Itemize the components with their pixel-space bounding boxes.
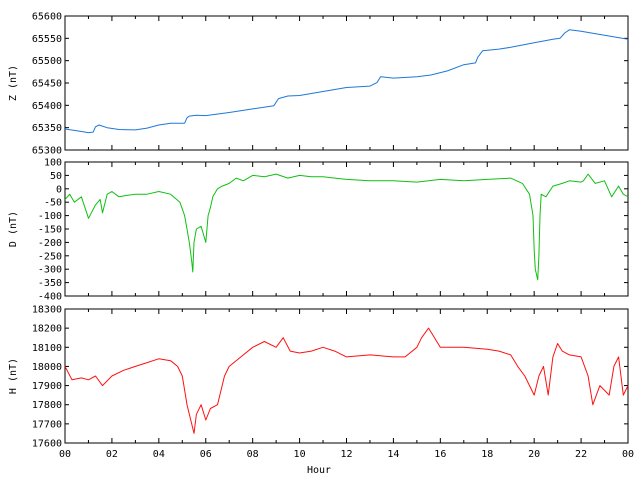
panel-d-ytick-label-9: 50 (50, 171, 62, 182)
panel-d-ytick-label-10: 100 (44, 158, 62, 169)
panel-d: -400 -350 -300 -250 -200 -150 -100 -50 0 50 100 D (… (8, 158, 629, 303)
panel-z-ytick-label-6: 65600 (32, 12, 62, 23)
panel-z-ytick-label-5: 65550 (32, 34, 62, 45)
xtick-label-6: 12 (340, 449, 352, 460)
panel-h-ytick-label-0: 17600 (32, 439, 62, 450)
xtick-label-8: 16 (434, 449, 446, 460)
xtick-label-4: 08 (247, 449, 259, 460)
panel-d-ytick-label-1: -350 (38, 278, 62, 289)
xtick-label-1: 02 (106, 449, 118, 460)
panel-z: 65300 65350 65400 65450 65500 65550 65600 Z (nT… (8, 12, 629, 157)
panel-d-ytick-label-0: -400 (38, 292, 62, 303)
panel-z-ytick-label-1: 65350 (32, 123, 62, 134)
xtick-label-2: 04 (153, 449, 165, 460)
panel-h-ytick-label-3: 17900 (32, 381, 62, 392)
panel-h-ytick-label-4: 18000 (32, 362, 62, 373)
panel-h: 17600 17700 17800 17900 18000 18100 18200 18300… (8, 305, 629, 450)
panel-d-series-line (64, 173, 629, 281)
panel-z-ytick-label-3: 65450 (32, 79, 62, 90)
xtick-label-12: 00 (622, 449, 634, 460)
panel-d-ytick-label-3: -250 (38, 251, 62, 262)
xtick-label-5: 10 (294, 449, 306, 460)
x-axis-label: Hour (307, 465, 331, 476)
panel-h-ylabel: H (nT) (8, 358, 19, 394)
chart-panels: 65300 65350 65400 65450 65500 65550 65600 Z (nT… (8, 12, 634, 461)
panel-z-ylabel: Z (nT) (8, 65, 19, 101)
panel-z-ytick-label-4: 65500 (32, 56, 62, 67)
xtick-label-9: 18 (481, 449, 493, 460)
panel-h-frame (64, 308, 629, 444)
xtick-label-10: 20 (528, 449, 540, 460)
panel-d-ytick-label-8: 0 (56, 184, 62, 195)
panel-h-ytick-label-6: 18200 (32, 324, 62, 335)
panel-z-frame (64, 15, 629, 151)
panel-h-ytick-label-2: 17800 (32, 400, 62, 411)
panel-h-series-line (64, 327, 629, 434)
panel-z-ytick-label-0: 65300 (32, 146, 62, 157)
panel-d-ytick-label-4: -200 (38, 238, 62, 249)
panel-d-ylabel: D (nT) (8, 211, 19, 247)
panel-d-ytick-label-5: -150 (38, 225, 62, 236)
panel-z-series-line (64, 29, 629, 134)
panel-d-ytick-label-2: -300 (38, 265, 62, 276)
panel-d-ytick-label-7: -50 (44, 198, 62, 209)
panel-h-ytick-label-1: 17700 (32, 419, 62, 430)
xtick-label-7: 14 (387, 449, 399, 460)
panel-h-ytick-label-7: 18300 (32, 305, 62, 316)
panel-z-ytick-label-2: 65400 (32, 101, 62, 112)
xtick-label-3: 06 (200, 449, 212, 460)
xtick-label-11: 22 (575, 449, 587, 460)
panel-d-ytick-label-6: -100 (38, 211, 62, 222)
panel-h-ytick-label-5: 18100 (32, 343, 62, 354)
panel-d-frame (64, 161, 629, 297)
xtick-label-0: 00 (59, 449, 71, 460)
